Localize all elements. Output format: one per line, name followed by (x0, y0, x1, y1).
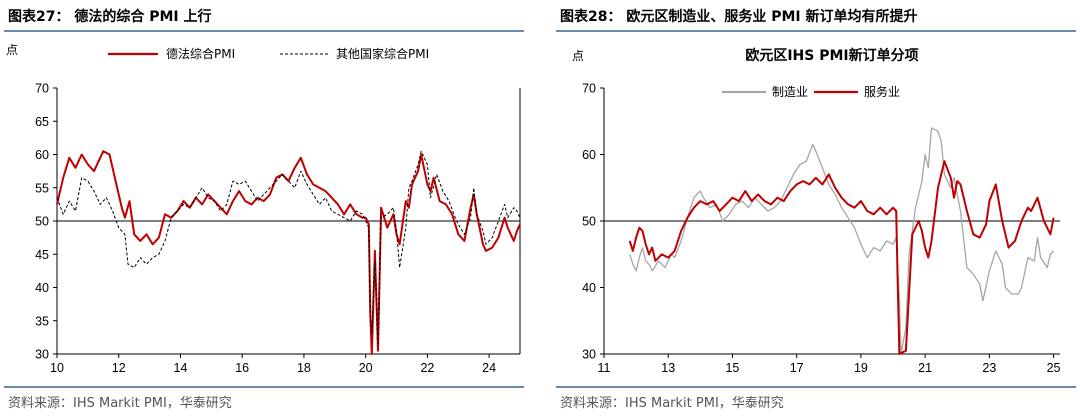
right-top-rule (556, 30, 1076, 32)
left-series-line-1 (56, 150, 521, 355)
left-y-tick-label: 40 (35, 281, 49, 295)
right-x-tick-label: 23 (982, 361, 996, 375)
right-x-tick-label: 11 (598, 361, 611, 375)
right-x-tick-label: 21 (918, 361, 932, 375)
right-figure-title: 图表28： 欧元区制造业、服务业 PMI 新订单均有所提升 (560, 9, 918, 25)
right-y-tick-label: 60 (582, 148, 596, 162)
right-x-tick-label: 13 (661, 361, 675, 375)
left-source-note: 资料来源：IHS Markit PMI，华泰研究 (8, 396, 232, 411)
right-line-chart: 欧元区IHS PMI新订单分项 点 30 40 50 60 70 11 13 15 17 19 21 23… (572, 47, 1061, 375)
right-legend-label-2: 服务业 (864, 84, 900, 99)
left-x-tick-label: 12 (112, 361, 126, 375)
left-x-tick-label: 20 (359, 361, 373, 375)
left-y-tick-label: 30 (35, 348, 49, 362)
left-y-tick-label: 60 (35, 148, 49, 162)
left-top-rule (4, 30, 524, 32)
left-x-tick-label: 18 (297, 361, 311, 375)
right-y-tick-label: 50 (582, 215, 596, 229)
left-bottom-rule (4, 386, 524, 388)
left-chart-panel: 图表27： 德法的综合 PMI 上行 点 30 35 40 45 50 55 60 65 70 10… (0, 0, 528, 416)
right-x-tick-label: 19 (854, 361, 868, 375)
right-x-tick-label: 15 (725, 361, 739, 375)
left-y-tick-label: 70 (35, 82, 49, 96)
right-x-tick-label: 17 (790, 361, 804, 375)
right-series-line-1 (629, 127, 1055, 355)
left-x-tick-label: 24 (482, 361, 496, 375)
right-source-note: 资料来源：IHS Markit PMI，华泰研究 (560, 396, 784, 411)
left-y-tick-label: 50 (35, 215, 49, 229)
right-bottom-rule (556, 386, 1076, 388)
right-chart-panel: 图表28： 欧元区制造业、服务业 PMI 新订单均有所提升 欧元区IHS PMI… (552, 0, 1080, 416)
left-legend-label-1: 德法综合PMI (166, 46, 235, 61)
right-y-tick-label: 40 (582, 281, 596, 295)
left-figure-title: 图表27： 德法的综合 PMI 上行 (8, 9, 212, 25)
left-x-tick-label: 10 (50, 361, 64, 375)
left-legend-label-2: 其他国家综合PMI (336, 46, 429, 61)
left-y-tick-label: 65 (35, 115, 49, 129)
left-y-tick-label: 55 (35, 181, 49, 195)
left-x-tick-label: 16 (235, 361, 249, 375)
right-y-tick-label: 30 (582, 348, 596, 362)
left-x-tick-label: 14 (174, 361, 188, 375)
left-y-unit-label: 点 (6, 43, 18, 57)
left-series-line-2 (56, 150, 521, 345)
left-line-chart: 点 30 35 40 45 50 55 60 65 70 10 12 14 16 18 20 22 24 德法综合P… (6, 43, 521, 375)
right-y-unit-label: 点 (572, 49, 584, 63)
left-y-tick-label: 45 (35, 248, 49, 262)
right-y-tick-label: 70 (582, 82, 596, 96)
left-y-tick-label: 35 (35, 314, 49, 328)
right-chart-title: 欧元区IHS PMI新订单分项 (745, 47, 918, 64)
right-x-tick-label: 25 (1047, 361, 1061, 375)
right-legend-label-1: 制造业 (772, 85, 808, 99)
left-x-tick-label: 22 (420, 361, 434, 375)
right-series-line-2 (628, 160, 1055, 355)
